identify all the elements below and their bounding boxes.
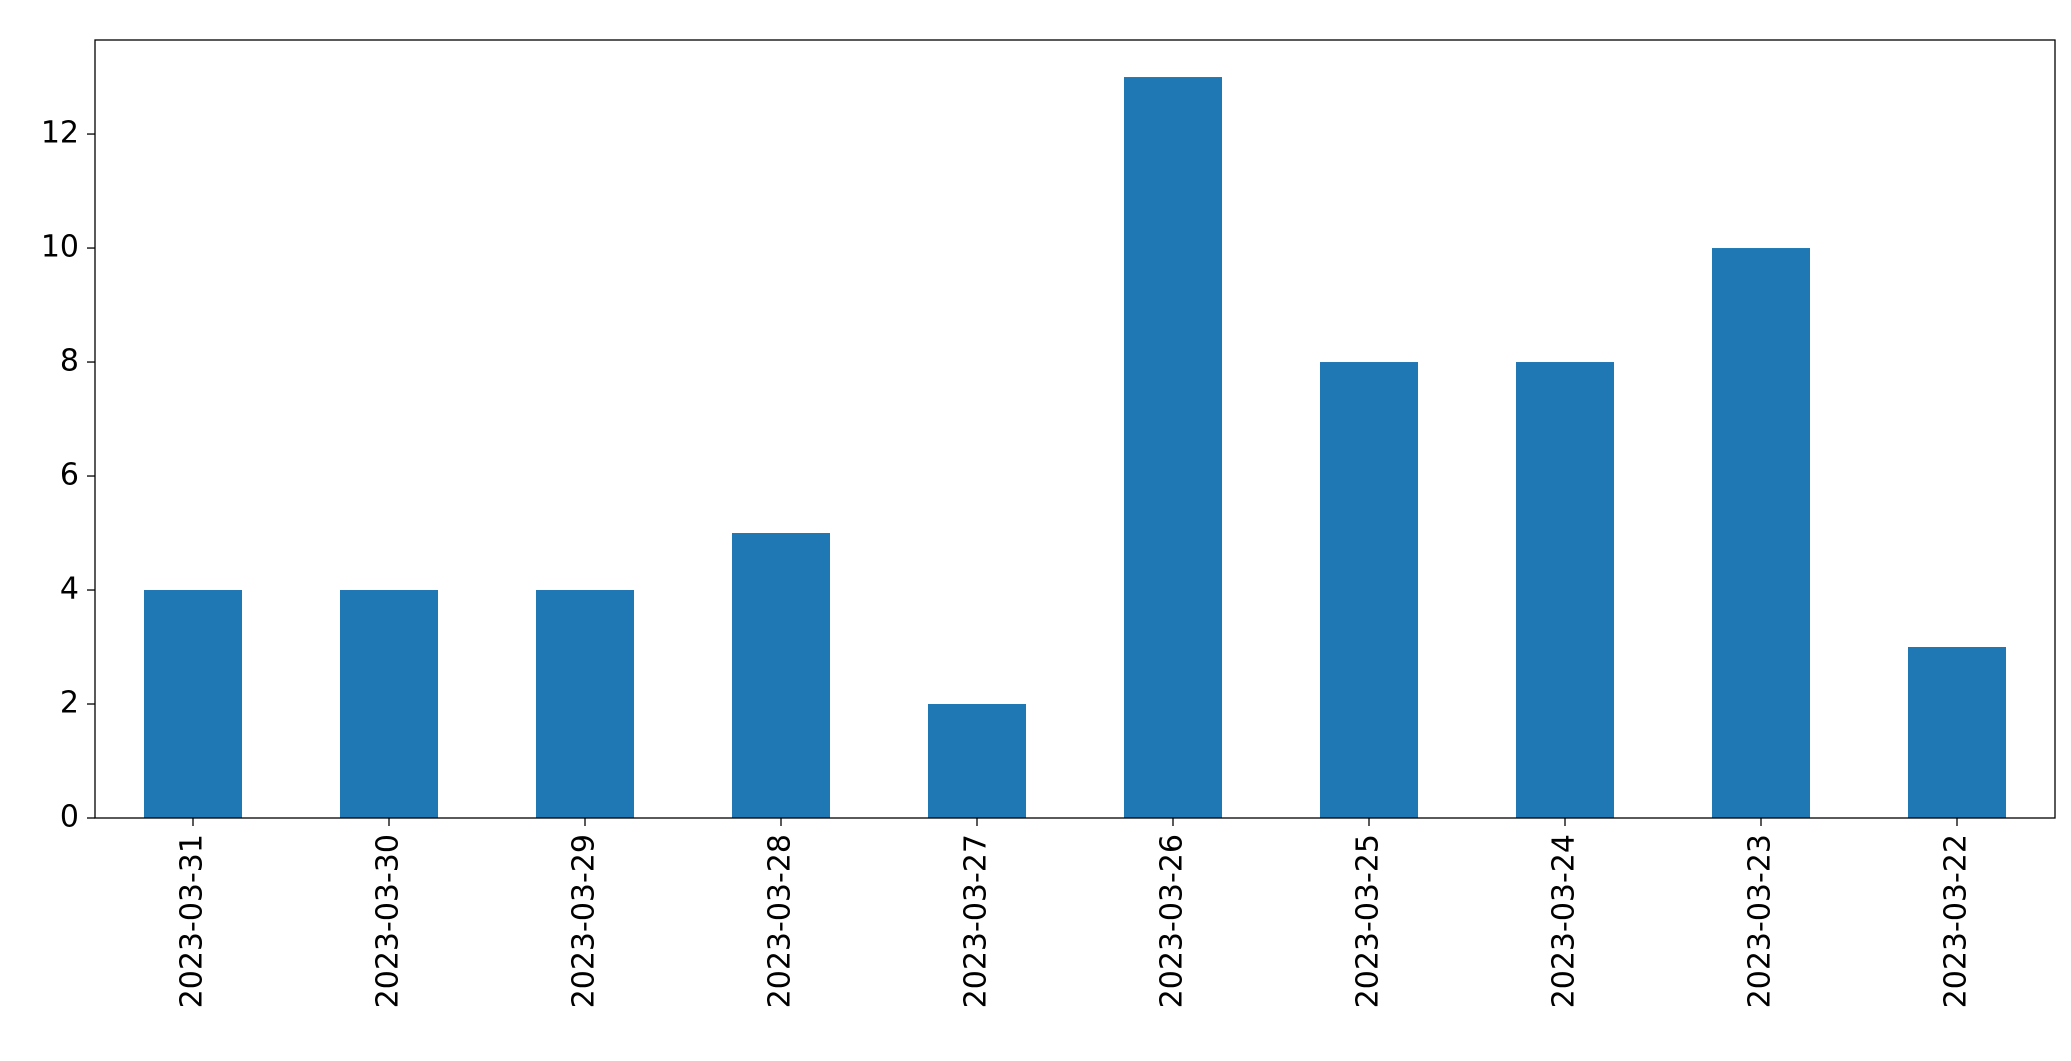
x-tick-label: 2023-03-23: [1743, 834, 1778, 1008]
x-tick-label: 2023-03-22: [1939, 834, 1974, 1008]
y-tick-label: 4: [60, 572, 79, 607]
bar: [928, 704, 1026, 818]
bar: [1320, 362, 1418, 818]
bar: [1516, 362, 1614, 818]
y-tick-label: 0: [60, 800, 79, 835]
y-tick-label: 2: [60, 686, 79, 721]
y-tick-label: 10: [41, 230, 79, 265]
x-tick-label: 2023-03-28: [763, 834, 798, 1008]
x-tick-label: 2023-03-25: [1351, 834, 1386, 1008]
y-tick-label: 6: [60, 458, 79, 493]
x-tick-label: 2023-03-29: [567, 834, 602, 1008]
x-tick-label: 2023-03-27: [959, 834, 994, 1008]
plot-frame: [94, 39, 2056, 819]
y-tick-label: 8: [60, 344, 79, 379]
bar: [732, 533, 830, 818]
x-tick-label: 2023-03-31: [175, 834, 210, 1008]
x-tick-label: 2023-03-24: [1547, 834, 1582, 1008]
bar: [1124, 77, 1222, 819]
bar: [1712, 248, 1810, 819]
x-tick-label: 2023-03-26: [1155, 834, 1190, 1008]
x-tick-label: 2023-03-30: [371, 834, 406, 1008]
bar: [340, 590, 438, 818]
bar: [536, 590, 634, 818]
bar: [1908, 647, 2006, 818]
y-tick-label: 12: [41, 116, 79, 151]
bar: [144, 590, 242, 818]
